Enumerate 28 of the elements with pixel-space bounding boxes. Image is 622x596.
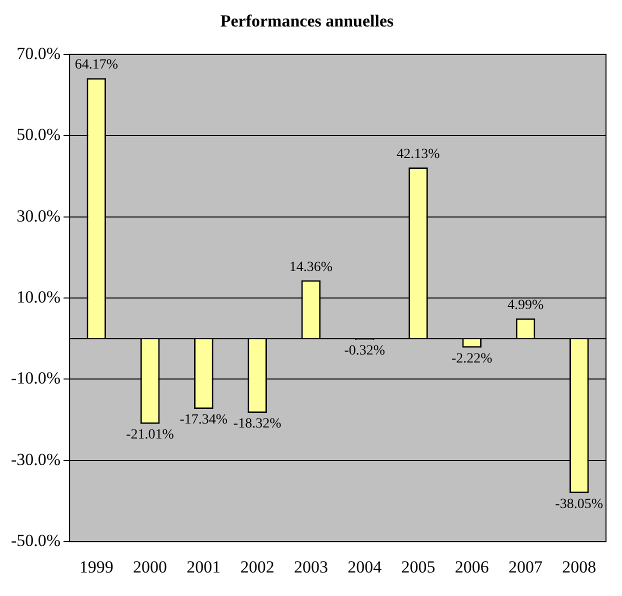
y-tick-label: 30.0% xyxy=(16,206,61,226)
data-label: 4.99% xyxy=(507,298,544,314)
y-tick-label: -30.0% xyxy=(10,450,61,469)
x-tick-label: 2000 xyxy=(133,557,168,576)
y-tick-label: 50.0% xyxy=(16,125,61,144)
data-label: 42.13% xyxy=(396,147,440,162)
data-label: -21.01% xyxy=(126,428,174,443)
x-tick-label: 2004 xyxy=(348,557,382,576)
data-label: 64.17% xyxy=(74,58,118,73)
data-label: -17.34% xyxy=(180,412,228,428)
x-tick-label: 2005 xyxy=(401,557,436,576)
x-tick-label: 2007 xyxy=(508,557,544,576)
data-label: -18.32% xyxy=(233,416,282,432)
x-tick-label: 2001 xyxy=(186,557,221,576)
data-label: 14.36% xyxy=(289,260,333,275)
x-tick-label: 2002 xyxy=(240,557,274,576)
x-tick-label: 2008 xyxy=(562,557,596,576)
x-tick-label: 1999 xyxy=(79,557,114,576)
y-tick-label: -10.0% xyxy=(10,368,61,388)
y-tick-label: 10.0% xyxy=(16,287,61,306)
x-tick-label: 2003 xyxy=(294,557,328,576)
x-tick-label: 2006 xyxy=(454,557,489,576)
data-label: -2.22% xyxy=(451,351,493,366)
y-tick-label: -50.0% xyxy=(10,531,61,550)
data-label: -38.05% xyxy=(555,496,604,512)
chart-title: Performances annuelles xyxy=(220,12,394,31)
data-label: -0.32% xyxy=(344,344,386,359)
y-tick-label: 70.0% xyxy=(16,44,61,63)
